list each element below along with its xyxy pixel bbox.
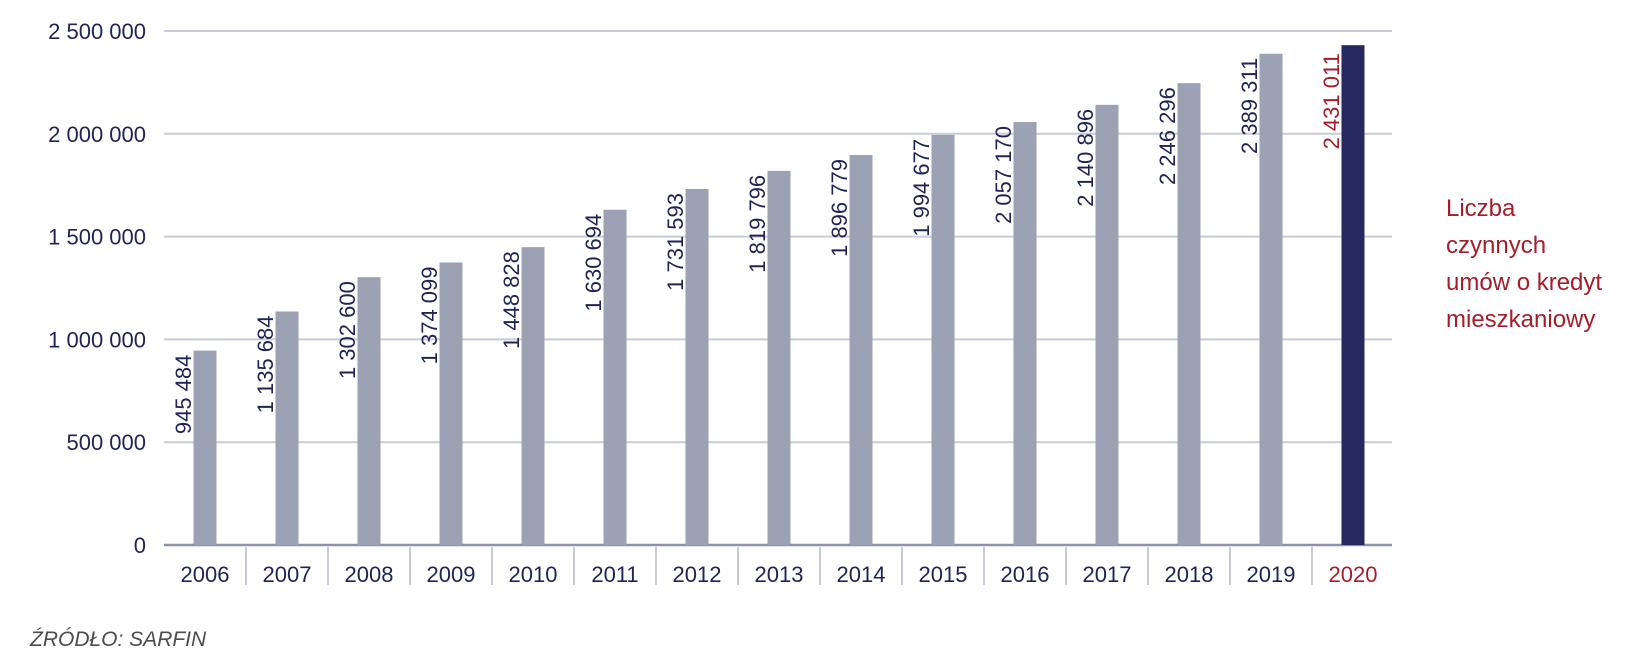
bars: [193, 45, 1365, 546]
x-tick-label-2016: 2016: [1001, 562, 1050, 587]
bar-2015: [931, 134, 955, 545]
y-tick-label: 500 000: [66, 430, 146, 455]
bar-2008: [357, 277, 381, 545]
x-tick-label-2013: 2013: [755, 562, 804, 587]
legend-line: Liczba: [1446, 195, 1516, 222]
value-label-2011: 1 630 694: [581, 214, 606, 312]
x-tick-label-2007: 2007: [263, 562, 312, 587]
legend-line: umów o kredyt: [1446, 269, 1603, 296]
value-label-2018: 2 246 296: [1155, 87, 1180, 185]
x-tick-label-2008: 2008: [345, 562, 394, 587]
y-axis-ticks: 0 500 000 1 000 000 1 500 000 2 000 000 2 500…: [48, 19, 146, 558]
value-label-2014: 1 896 779: [827, 159, 852, 257]
bar-value-labels: 945 484 1 135 684 1 302 600 1 374 099 1 448 …: [171, 53, 1344, 434]
x-tick-label-2006: 2006: [181, 562, 230, 587]
x-tick-label-2019: 2019: [1247, 562, 1296, 587]
x-tick-label-2014: 2014: [837, 562, 886, 587]
x-tick-label-2011: 2011: [591, 562, 638, 587]
x-tick-label-2018: 2018: [1165, 562, 1214, 587]
value-label-2019: 2 389 311: [1237, 58, 1262, 154]
bar-2013: [767, 170, 791, 545]
x-tick-label-2009: 2009: [427, 562, 476, 587]
value-label-2013: 1 819 796: [745, 175, 770, 273]
y-tick-label: 2 000 000: [48, 122, 146, 147]
source-note: ŹRÓDŁO: SARFIN: [30, 628, 207, 651]
bar-2014: [849, 155, 873, 546]
bar-2019: [1259, 53, 1283, 545]
value-label-2008: 1 302 600: [335, 281, 360, 379]
bar-2020: [1341, 45, 1365, 545]
bar-2018: [1177, 83, 1201, 545]
bar-2006: [193, 350, 217, 545]
y-tick-label: 2 500 000: [48, 19, 146, 44]
x-tick-label-2015: 2015: [919, 562, 968, 587]
y-tick-label: 1 000 000: [48, 327, 146, 352]
bar-2017: [1095, 104, 1119, 545]
bar-2011: [603, 209, 627, 545]
bar-2016: [1013, 122, 1037, 546]
value-label-2010: 1 448 828: [499, 251, 524, 349]
value-label-2015: 1 994 677: [909, 139, 934, 237]
bar-2007: [275, 311, 299, 545]
bar-2009: [439, 262, 463, 545]
x-tick-label-2020: 2020: [1329, 562, 1378, 587]
value-label-2006: 945 484: [171, 355, 196, 435]
value-label-2020: 2 431 011: [1319, 53, 1344, 149]
value-label-2016: 2 057 170: [991, 126, 1016, 224]
legend-line: mieszkaniowy: [1446, 306, 1596, 333]
value-label-2007: 1 135 684: [253, 316, 278, 414]
value-label-2009: 1 374 099: [417, 266, 442, 364]
value-label-2012: 1 731 593: [663, 193, 688, 291]
legend-line: czynnych: [1446, 232, 1547, 259]
bar-2012: [685, 188, 709, 545]
x-tick-label-2010: 2010: [509, 562, 558, 587]
x-tick-label-2012: 2012: [673, 562, 722, 587]
y-tick-label: 0: [134, 533, 146, 558]
x-tick-label-2017: 2017: [1083, 562, 1132, 587]
chart-legend: Liczba czynnych umów o kredyt mieszkanio…: [1446, 190, 1626, 338]
x-axis: 2006 2007 2008 2009 2010 2011 2012 2013 2014 2015…: [181, 547, 1378, 587]
bar-2010: [521, 247, 545, 545]
y-tick-label: 1 500 000: [48, 225, 146, 250]
value-label-2017: 2 140 896: [1073, 109, 1098, 207]
